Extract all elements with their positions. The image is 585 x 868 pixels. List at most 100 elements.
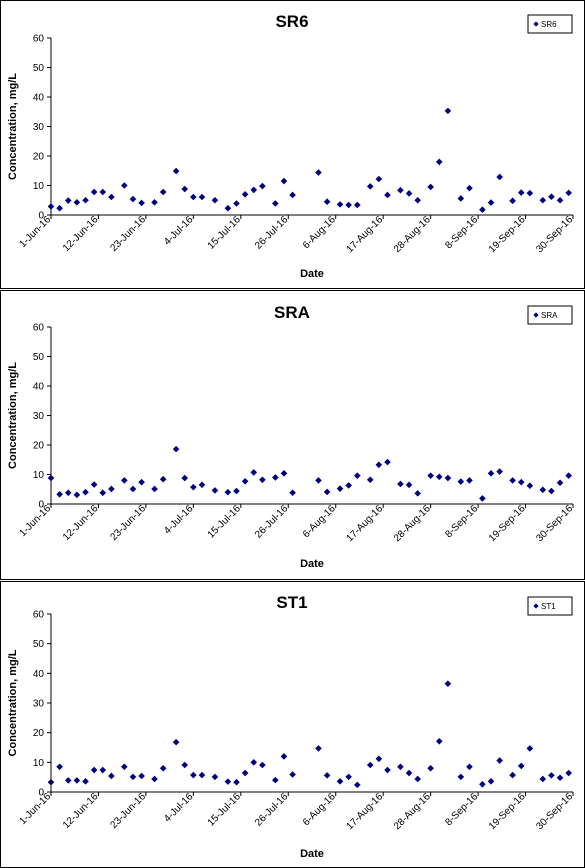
data-point	[414, 196, 421, 204]
data-point	[181, 761, 189, 769]
y-tick-label: 30	[33, 411, 45, 422]
x-tick-label: 23-Jun-16	[108, 791, 148, 831]
data-point	[496, 173, 503, 181]
data-point	[384, 766, 391, 774]
x-tick-label: 30-Sep-16	[534, 214, 575, 255]
chart-svg-sr6: SR6 0 10 20 30 40 50 60 1-Jun-16 12-Jun-16 23-Jun-…	[7, 12, 575, 280]
data-point	[224, 488, 232, 496]
legend-marker	[533, 21, 539, 27]
data-point	[556, 196, 564, 204]
data-point	[151, 775, 158, 783]
x-tick-label: 1-Jun-16	[17, 214, 53, 250]
y-tick-label: 20	[33, 152, 45, 163]
data-point	[272, 474, 279, 481]
y-tick-label: 50	[33, 352, 45, 363]
data-point	[82, 488, 89, 496]
data-point	[250, 759, 258, 766]
y-tick-label: 30	[33, 122, 45, 133]
data-point	[121, 477, 128, 484]
data-point	[435, 473, 443, 481]
data-point	[345, 482, 352, 489]
data-point	[190, 193, 197, 201]
data-point	[56, 763, 63, 771]
data-point	[272, 200, 279, 207]
y-tick-label: 10	[33, 181, 45, 192]
data-point	[121, 763, 128, 771]
y-axis-label: Concentration, mg/L	[7, 362, 19, 469]
x-tick-label: 17-Aug-16	[345, 503, 386, 544]
y-tick-label: 30	[33, 699, 45, 710]
data-point	[548, 193, 555, 201]
data-point	[129, 195, 137, 203]
data-point	[181, 185, 189, 193]
data-point	[397, 480, 404, 488]
x-tick-label: 12-Jun-16	[61, 503, 101, 543]
data-point	[159, 188, 167, 196]
data-point	[487, 199, 495, 206]
data-point	[353, 472, 361, 479]
data-point	[444, 107, 452, 115]
x-tick-label: 4-Jul-16	[162, 214, 196, 248]
data-point	[108, 485, 115, 493]
data-point	[509, 477, 516, 484]
data-point	[336, 485, 344, 492]
y-axis-label: Concentration, mg/L	[7, 73, 19, 180]
data-point	[64, 197, 72, 204]
data-point	[90, 766, 98, 774]
legend-marker	[533, 603, 539, 609]
x-tick-label: 6-Aug-16	[301, 503, 338, 540]
data-point	[272, 776, 279, 784]
data-point	[366, 183, 374, 190]
x-axis-label: Date	[300, 268, 324, 280]
data-point	[241, 477, 249, 485]
legend-label: SRA	[541, 311, 558, 320]
x-tick-label: 1-Jun-16	[17, 791, 53, 827]
data-point	[397, 186, 404, 194]
data-point	[259, 761, 266, 769]
data-point	[250, 186, 258, 194]
x-tick-label: 28-Aug-16	[392, 214, 433, 255]
data-point	[345, 773, 352, 781]
x-tick-label: 26-Jul-16	[253, 214, 291, 252]
x-tick-label: 4-Jul-16	[162, 791, 196, 825]
data-point	[565, 189, 572, 197]
x-tick-label: 23-Jun-16	[108, 503, 148, 543]
data-point	[280, 753, 288, 760]
data-point	[224, 778, 232, 785]
data-point	[509, 197, 516, 205]
data-point	[90, 481, 98, 488]
data-point	[121, 182, 128, 189]
data-point	[565, 769, 572, 777]
data-point	[479, 206, 486, 213]
data-point	[414, 775, 421, 783]
data-point	[99, 489, 107, 497]
y-tick-label: 0	[38, 211, 44, 222]
y-tick-label: 60	[33, 34, 45, 45]
data-point	[479, 495, 486, 502]
data-point	[517, 762, 525, 770]
x-tick-label: 12-Jun-16	[61, 791, 101, 831]
data-point	[82, 196, 89, 204]
data-point	[259, 182, 266, 190]
x-tick-label: 28-Aug-16	[392, 503, 433, 544]
data-point	[336, 778, 344, 785]
data-point	[556, 774, 564, 782]
data-point	[435, 737, 443, 745]
x-tick-label: 26-Jul-16	[253, 791, 291, 829]
y-tick-label: 40	[33, 669, 45, 680]
y-tick-label: 20	[33, 728, 45, 739]
data-point	[487, 778, 495, 785]
data-point	[47, 203, 55, 210]
data-point	[539, 486, 547, 494]
data-point	[172, 445, 180, 453]
data-point	[151, 485, 158, 493]
data-point	[259, 476, 266, 484]
data-point	[526, 745, 534, 752]
y-tick-label: 0	[38, 500, 44, 511]
x-tick-label: 6-Aug-16	[301, 214, 338, 251]
data-point	[435, 158, 443, 166]
data-point	[353, 781, 361, 789]
x-tick-label: 19-Sep-16	[487, 214, 528, 255]
data-point	[198, 481, 206, 489]
x-tick-label: 19-Sep-16	[487, 503, 528, 544]
